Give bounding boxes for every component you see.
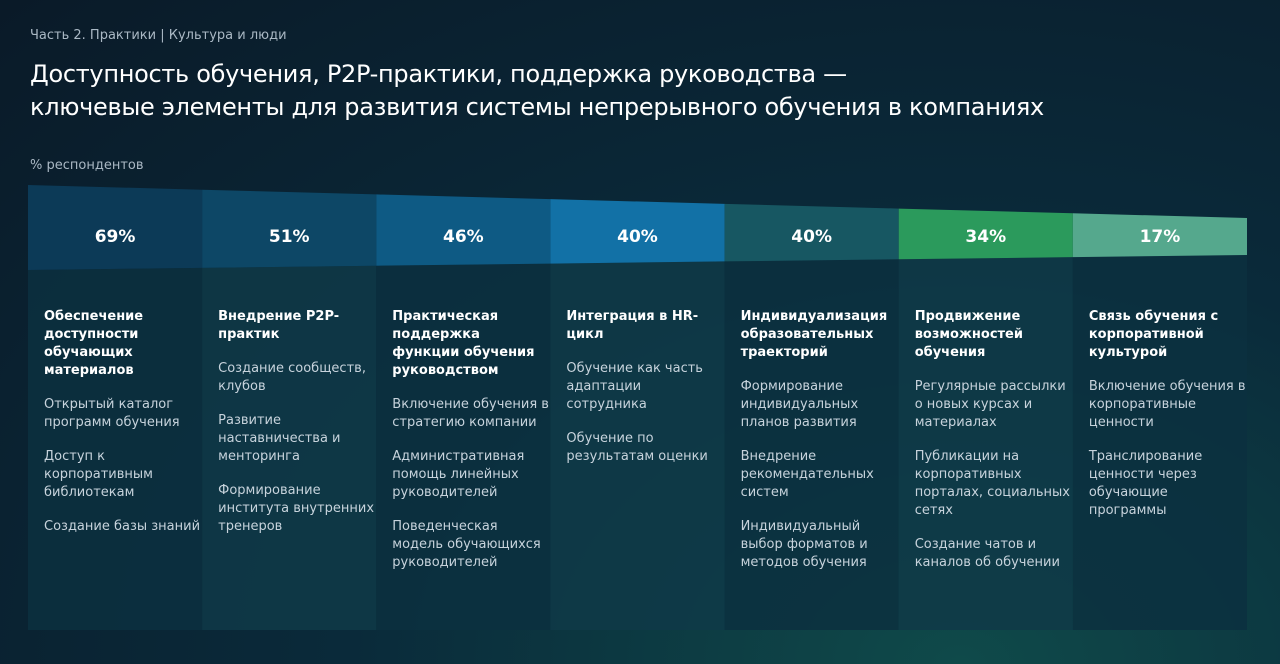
section-label: Часть 2. Практики | Культура и люди bbox=[30, 28, 287, 43]
funnel-band bbox=[898, 208, 1073, 260]
column: Связь обучения с корпоративной культурой… bbox=[1089, 308, 1247, 536]
column: Практическая поддержка функции обучения … bbox=[392, 308, 550, 588]
value-label: 34% bbox=[965, 227, 1006, 247]
column-item: Открытый каталог программ обучения bbox=[44, 397, 180, 430]
column-panel bbox=[550, 261, 725, 630]
value-label: 69% bbox=[95, 227, 136, 247]
column-item: Создание базы знаний bbox=[44, 519, 201, 534]
column-title: Внедрение P2P-практик bbox=[218, 309, 340, 342]
value-label: 40% bbox=[617, 227, 658, 247]
column-item: Создание сообществ, клубов bbox=[218, 361, 366, 394]
column: Интеграция в HR-цикл Обучение как часть а… bbox=[566, 308, 724, 482]
value-label: 40% bbox=[791, 227, 832, 247]
funnel-band bbox=[550, 199, 725, 264]
column-panel bbox=[28, 267, 203, 630]
value-label: 46% bbox=[443, 227, 484, 247]
column-panel bbox=[898, 257, 1073, 630]
column-title: Обеспечение доступности обучающих матери… bbox=[44, 309, 144, 378]
column-title: Практическая поддержка функции обучения … bbox=[392, 309, 535, 378]
column: Продвижение возможностей обучения Регуляр… bbox=[915, 308, 1073, 588]
title-line: Доступность обучения, P2P-практики, подд… bbox=[30, 60, 847, 88]
column-item: Транслирование ценности через обучающие … bbox=[1088, 449, 1203, 518]
column-title: Интеграция в HR-цикл bbox=[566, 309, 699, 342]
funnel-band bbox=[28, 185, 203, 270]
column-item: Публикации на корпоративных порталах, со… bbox=[914, 449, 1070, 518]
title-line: ключевые элементы для развития системы н… bbox=[30, 93, 1044, 121]
value-label: 17% bbox=[1140, 227, 1181, 247]
column-item: Административная помощь линейных руковод… bbox=[392, 449, 525, 500]
funnel-band bbox=[724, 203, 899, 262]
column-item: Индивидуальный выбор форматов и методов … bbox=[740, 519, 868, 570]
column-item: Развитие наставничества и менторинга bbox=[218, 413, 341, 464]
funnel-band bbox=[376, 194, 551, 266]
column-item: Поведенческая модель обучающихся руковод… bbox=[392, 519, 541, 570]
column-panel bbox=[202, 265, 377, 630]
column-item: Обучение по результатам оценки bbox=[566, 431, 708, 464]
column: Внедрение P2P-практик Создание сообществ,… bbox=[218, 308, 376, 552]
column-item: Включение обучения в стратегию компании bbox=[392, 397, 549, 430]
column: Индивидуализация образовательных траекто… bbox=[741, 308, 899, 588]
column-item: Формирование индивидуальных планов разви… bbox=[740, 379, 859, 430]
column-panel bbox=[376, 263, 551, 630]
funnel-band bbox=[1072, 213, 1247, 258]
column-title: Индивидуализация образовательных траекто… bbox=[740, 309, 888, 360]
column-title: Продвижение возможностей обучения bbox=[914, 309, 1023, 360]
column-panel bbox=[1072, 255, 1247, 630]
column-item: Включение обучения в корпоративные ценно… bbox=[1088, 379, 1246, 430]
column-item: Создание чатов и каналов об обучении bbox=[914, 537, 1060, 570]
value-label: 51% bbox=[269, 227, 310, 247]
column-panel bbox=[724, 259, 899, 630]
column-item: Внедрение рекомендательных систем bbox=[740, 449, 874, 500]
column-item: Доступ к корпоративным библиотекам bbox=[44, 449, 153, 500]
column-item: Регулярные рассылки о новых курсах и мат… bbox=[914, 379, 1066, 430]
column-item: Обучение как часть адаптации сотрудника bbox=[566, 361, 703, 412]
funnel-band bbox=[202, 189, 377, 268]
column: Обеспечение доступности обучающих матери… bbox=[44, 308, 202, 552]
axis-label: % респондентов bbox=[30, 158, 144, 173]
column-title: Связь обучения с корпоративной культурой bbox=[1088, 309, 1219, 360]
column-item: Формирование института внутренних тренер… bbox=[218, 483, 375, 534]
